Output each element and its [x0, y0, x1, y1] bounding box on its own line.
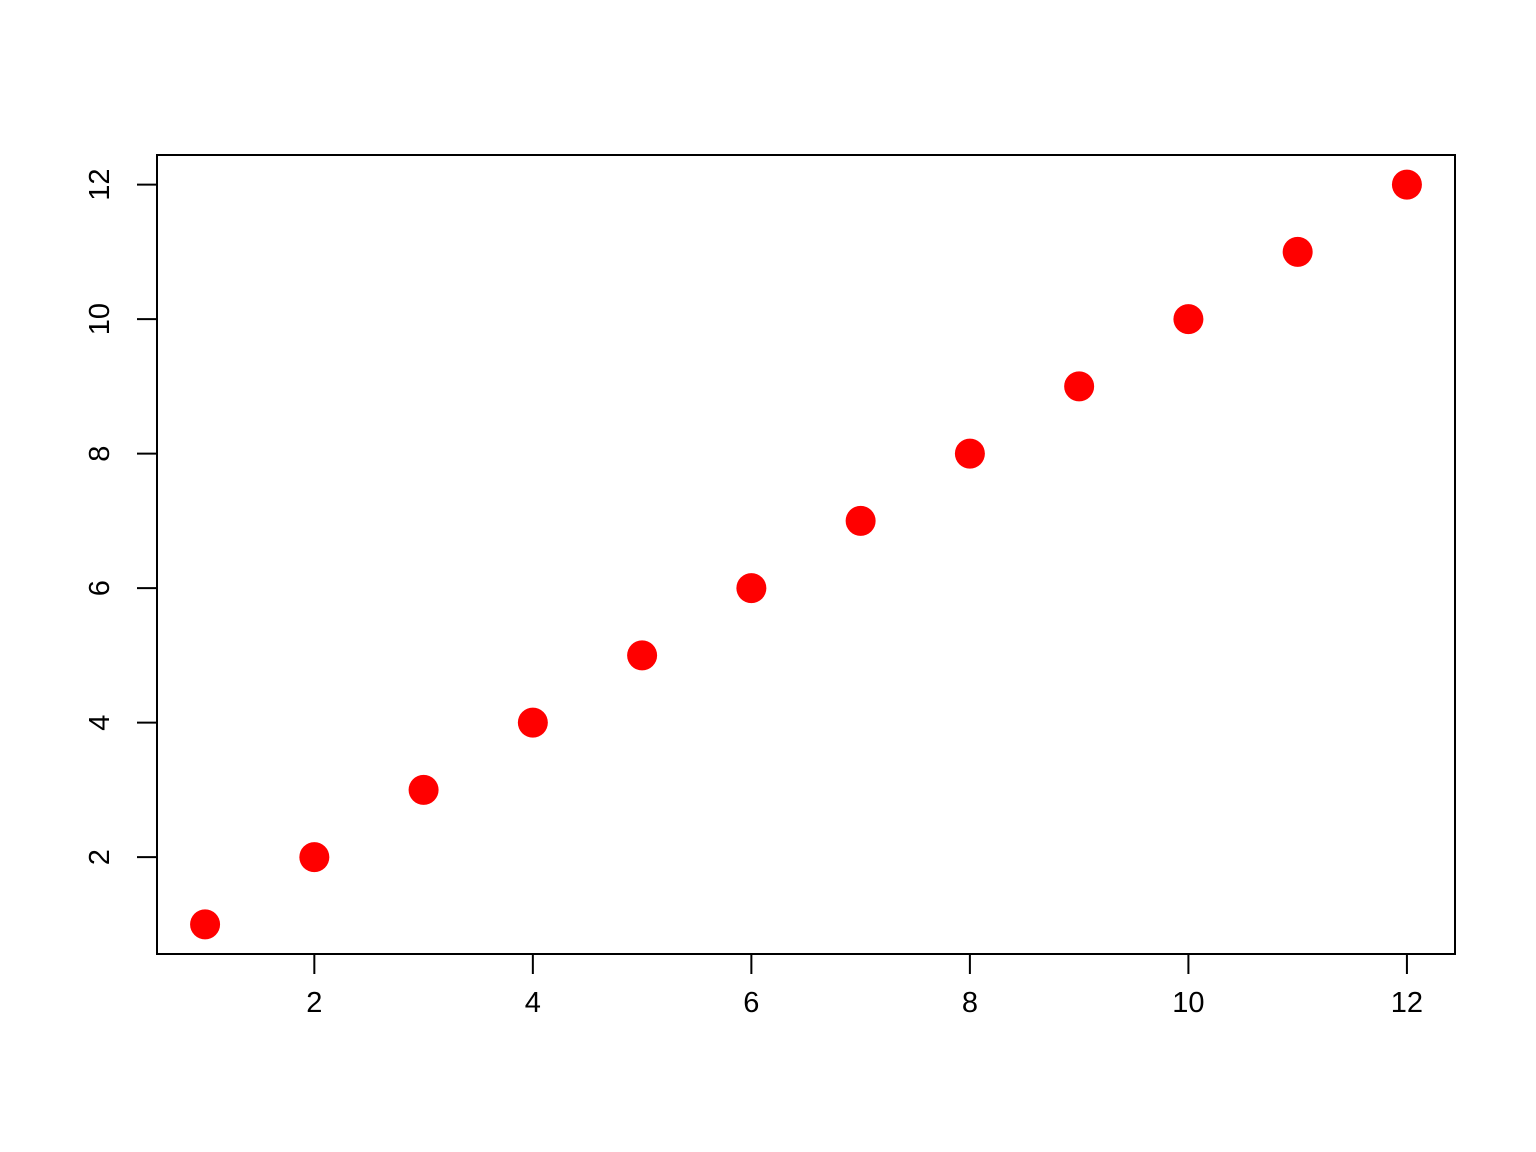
x-axis-tick-label: 10 — [1172, 987, 1204, 1019]
data-point — [1064, 371, 1095, 402]
y-axis-tick-label: 4 — [84, 715, 116, 731]
data-point — [736, 573, 767, 604]
data-point — [190, 909, 221, 940]
x-axis-tick-label: 4 — [525, 987, 541, 1019]
data-point — [627, 640, 658, 671]
x-axis-tick-label: 2 — [306, 987, 322, 1019]
data-point — [299, 842, 330, 873]
data-point — [408, 774, 439, 805]
data-point — [1173, 304, 1204, 335]
y-axis-tick-label: 10 — [84, 303, 116, 335]
y-axis-tick-label: 6 — [84, 580, 116, 596]
y-axis-tick-label: 12 — [84, 168, 116, 200]
x-axis-tick-label: 12 — [1391, 987, 1423, 1019]
data-point — [1282, 236, 1313, 267]
plot-box — [156, 154, 1456, 955]
data-point — [845, 505, 876, 536]
y-axis-tick-label: 2 — [84, 849, 116, 865]
y-axis-tick-label: 8 — [84, 446, 116, 462]
x-axis-tick-label: 6 — [743, 987, 759, 1019]
x-axis-tick-label: 8 — [962, 987, 978, 1019]
data-point — [517, 707, 548, 738]
data-point — [954, 438, 985, 469]
data-point — [1391, 169, 1422, 200]
